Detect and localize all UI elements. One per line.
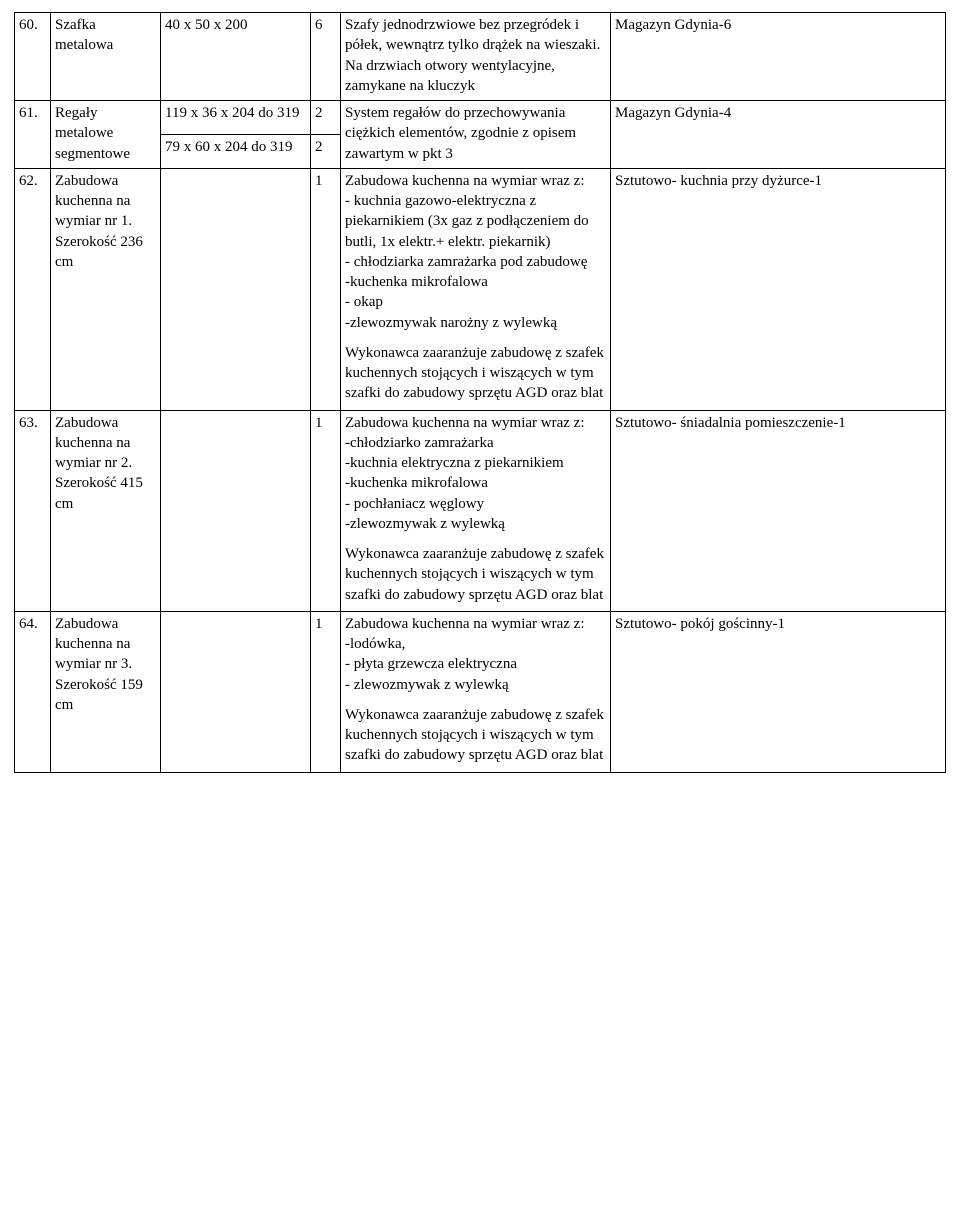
- location: Magazyn Gdynia-6: [611, 13, 946, 101]
- description: Szafy jednodrzwiowe bez przegródek i pół…: [341, 13, 611, 101]
- row-number: 60.: [15, 13, 51, 101]
- item-name: Zabudowa kuchenna na wymiar nr 1. Szerok…: [51, 168, 161, 410]
- dimensions: 79 x 60 x 204 do 319: [161, 134, 311, 168]
- location: Sztutowo- kuchnia przy dyżurce-1: [611, 168, 946, 410]
- dimensions: [161, 611, 311, 772]
- table-row: 63.Zabudowa kuchenna na wymiar nr 2. Sze…: [15, 410, 946, 611]
- row-number: 61.: [15, 101, 51, 169]
- quantity: 2: [311, 134, 341, 168]
- quantity: 6: [311, 13, 341, 101]
- row-number: 62.: [15, 168, 51, 410]
- dimensions: 40 x 50 x 200: [161, 13, 311, 101]
- item-name: Szafka metalowa: [51, 13, 161, 101]
- quantity: 2: [311, 101, 341, 135]
- table-row: 64.Zabudowa kuchenna na wymiar nr 3. Sze…: [15, 611, 946, 772]
- page: 60.Szafka metalowa40 x 50 x 2006Szafy je…: [0, 0, 960, 813]
- location: Magazyn Gdynia-4: [611, 101, 946, 169]
- location: Sztutowo- pokój gościnny-1: [611, 611, 946, 772]
- quantity: 1: [311, 611, 341, 772]
- dimensions: [161, 168, 311, 410]
- description: Zabudowa kuchenna na wymiar wraz z:-chło…: [341, 410, 611, 611]
- item-name: Regały metalowe segmentowe: [51, 101, 161, 169]
- table-row: 62.Zabudowa kuchenna na wymiar nr 1. Sze…: [15, 168, 946, 410]
- table-row: 61.Regały metalowe segmentowe119 x 36 x …: [15, 101, 946, 135]
- dimensions: [161, 410, 311, 611]
- description: Zabudowa kuchenna na wymiar wraz z:- kuc…: [341, 168, 611, 410]
- location: Sztutowo- śniadalnia pomieszczenie-1: [611, 410, 946, 611]
- quantity: 1: [311, 168, 341, 410]
- spec-table: 60.Szafka metalowa40 x 50 x 2006Szafy je…: [14, 12, 946, 773]
- item-name: Zabudowa kuchenna na wymiar nr 3. Szerok…: [51, 611, 161, 772]
- quantity: 1: [311, 410, 341, 611]
- dimensions: 119 x 36 x 204 do 319: [161, 101, 311, 135]
- row-number: 64.: [15, 611, 51, 772]
- item-name: Zabudowa kuchenna na wymiar nr 2. Szerok…: [51, 410, 161, 611]
- description: Zabudowa kuchenna na wymiar wraz z:-lodó…: [341, 611, 611, 772]
- row-number: 63.: [15, 410, 51, 611]
- description: System regałów do przechowywania ciężkic…: [341, 101, 611, 169]
- table-row: 60.Szafka metalowa40 x 50 x 2006Szafy je…: [15, 13, 946, 101]
